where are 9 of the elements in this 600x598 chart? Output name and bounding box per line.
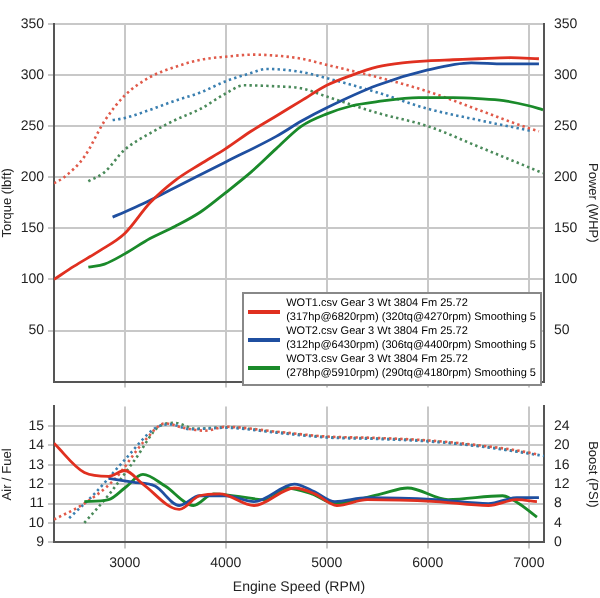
line-series xyxy=(111,61,541,219)
line-series xyxy=(82,473,539,519)
line-series xyxy=(107,476,541,507)
line-series xyxy=(54,56,541,281)
line-series xyxy=(87,84,544,183)
line-series xyxy=(54,53,541,185)
line-series xyxy=(86,96,544,269)
line-series xyxy=(111,67,535,133)
line-series xyxy=(54,441,539,511)
